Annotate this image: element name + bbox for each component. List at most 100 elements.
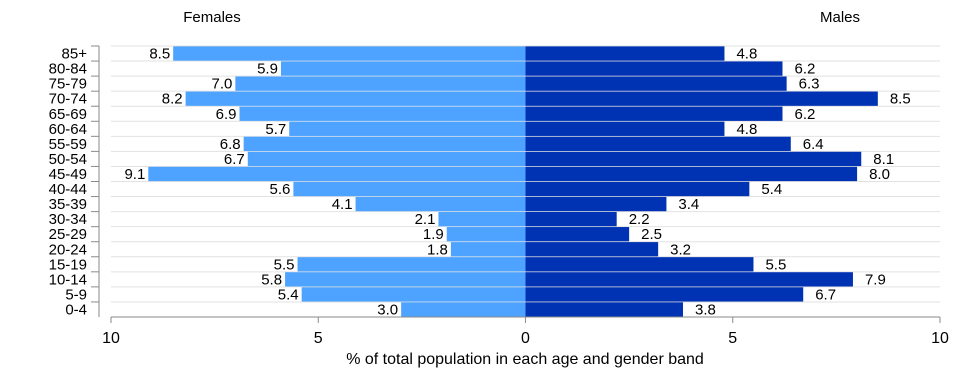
bar-females [285, 272, 526, 287]
males-series-label: Males [820, 9, 860, 26]
x-tick-label: 0 [521, 330, 530, 347]
data-label-layer: 8.5 4.8 5.9 6.2 7.0 6.3 8.2 8.5 6.9 6.2 5.7 4.8 6.8 6… [124, 46, 910, 319]
data-label-females: 6.9 [216, 106, 237, 123]
bar-females [280, 61, 526, 76]
data-label-females: 1.9 [423, 226, 444, 243]
bar-females [185, 91, 526, 106]
bar-females [401, 302, 526, 317]
bar-females [247, 151, 526, 167]
bar-females [438, 211, 526, 227]
data-label-males: 4.8 [736, 121, 757, 138]
x-axis-title: % of total population in each age and ge… [346, 351, 704, 368]
data-label-males: 6.7 [815, 286, 836, 303]
data-label-males: 3.2 [670, 241, 691, 258]
data-label-females: 8.2 [162, 91, 183, 108]
bar-females [293, 181, 526, 197]
bar-males [525, 136, 791, 152]
bar-males [525, 211, 617, 227]
x-tick-label: 5 [314, 330, 323, 347]
data-label-males: 6.2 [794, 61, 815, 78]
bar-males [525, 272, 853, 287]
bar-males [525, 196, 667, 212]
data-label-females: 5.5 [274, 256, 295, 273]
bar-males [525, 287, 804, 302]
category-label: 15-19 [49, 256, 87, 273]
data-label-females: 7.0 [211, 76, 232, 93]
data-label-males: 2.2 [629, 211, 650, 228]
bar-females [239, 106, 526, 121]
x-tick-label: 10 [102, 330, 120, 347]
bar-males [525, 227, 630, 242]
data-label-females: 5.7 [265, 121, 286, 138]
females-series-label: Females [183, 9, 241, 26]
bar-females [235, 76, 526, 91]
category-label: 85+ [62, 46, 88, 63]
bar-males [525, 242, 659, 257]
data-label-males: 5.5 [765, 256, 786, 273]
category-label: 70-74 [49, 91, 87, 108]
bar-females [289, 121, 526, 136]
bar-females [173, 46, 526, 61]
bar-males [525, 166, 858, 182]
data-label-females: 5.9 [257, 61, 278, 78]
data-label-females: 6.8 [220, 136, 241, 153]
bar-males [525, 257, 754, 272]
data-label-males: 6.2 [794, 106, 815, 123]
category-label: 55-59 [49, 136, 87, 153]
data-label-females: 1.8 [427, 241, 448, 258]
category-label: 5-9 [65, 286, 87, 303]
bar-females [446, 227, 526, 242]
bar-males [525, 302, 684, 317]
bar-males [525, 61, 783, 76]
data-label-males: 3.4 [678, 196, 699, 213]
data-label-females: 3.0 [377, 301, 398, 318]
category-label: 65-69 [49, 106, 87, 123]
category-label: 25-29 [49, 226, 87, 243]
category-label: 45-49 [49, 166, 87, 183]
bar-females [148, 166, 526, 182]
data-label-females: 5.8 [261, 271, 282, 288]
data-label-females: 8.5 [149, 46, 170, 63]
x-tick-label: 5 [728, 330, 737, 347]
bar-males [525, 91, 878, 106]
category-label: 40-44 [49, 181, 87, 198]
bar-females [243, 136, 526, 152]
bar-males [525, 76, 787, 91]
data-label-males: 8.0 [869, 166, 890, 183]
bar-males [525, 151, 862, 167]
bar-males [525, 106, 783, 121]
data-label-females: 5.4 [278, 286, 299, 303]
data-label-males: 6.4 [803, 136, 824, 153]
category-label: 30-34 [49, 211, 87, 228]
bar-females [297, 257, 526, 272]
category-label: 35-39 [49, 196, 87, 213]
bar-layer [148, 46, 878, 317]
data-label-females: 4.1 [332, 196, 353, 213]
data-label-males: 4.8 [736, 46, 757, 63]
bar-females [355, 196, 526, 212]
data-label-females: 2.1 [415, 211, 436, 228]
category-label: 0-4 [65, 301, 87, 318]
category-label: 60-64 [49, 121, 87, 138]
category-label: 80-84 [49, 61, 87, 78]
bar-females [450, 242, 526, 257]
bar-males [525, 121, 725, 136]
category-label: 50-54 [49, 151, 87, 168]
bar-males [525, 46, 725, 61]
category-label: 10-14 [49, 271, 87, 288]
grid-layer [111, 45, 940, 318]
data-label-males: 5.4 [761, 181, 782, 198]
data-label-females: 5.6 [270, 181, 291, 198]
data-label-males: 6.3 [799, 76, 820, 93]
data-label-males: 2.5 [641, 226, 662, 243]
data-label-males: 3.8 [695, 301, 716, 318]
axis-layer: 85+80-8475-7970-7465-6960-6455-5950-5445… [49, 45, 949, 347]
data-label-males: 8.5 [890, 91, 911, 108]
data-label-females: 9.1 [124, 166, 145, 183]
category-label: 75-79 [49, 76, 87, 93]
bar-females [301, 287, 526, 302]
x-tick-label: 10 [931, 330, 949, 347]
data-label-males: 8.1 [873, 151, 894, 168]
